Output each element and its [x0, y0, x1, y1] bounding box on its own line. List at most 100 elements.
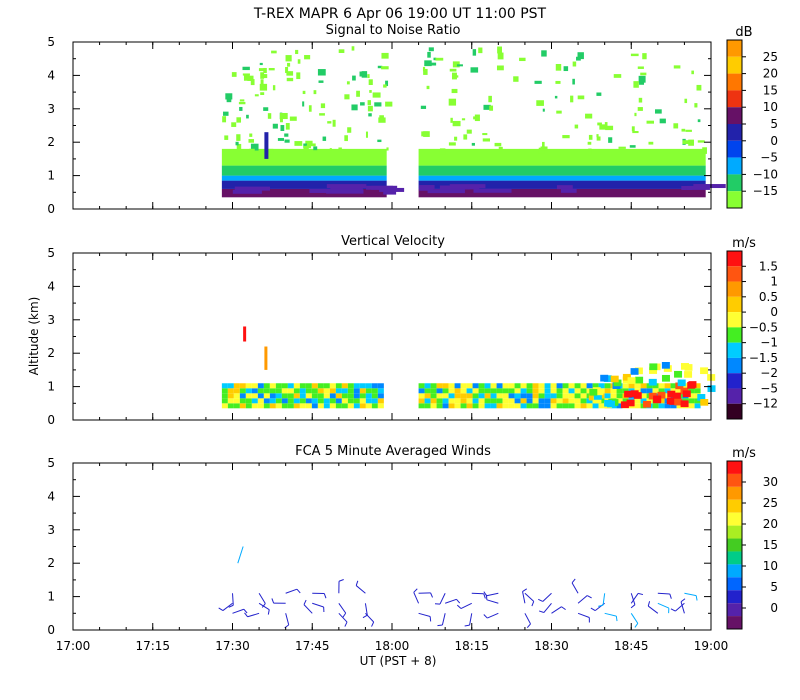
- wind-barb: [684, 592, 697, 597]
- velocity-cell: [430, 398, 437, 404]
- wind-barb-flag: [647, 601, 651, 607]
- velocity-cell: [335, 403, 342, 409]
- velocity-cell: [496, 383, 503, 389]
- snr-speckle: [368, 113, 372, 117]
- velocity-cell: [628, 383, 635, 389]
- snr-speckle: [420, 105, 427, 109]
- snr-layer: [418, 188, 706, 198]
- velocity-cell: [323, 383, 330, 389]
- velocity-cell: [646, 388, 653, 394]
- velocity-cell: [538, 403, 545, 409]
- velocity-cell: [436, 403, 443, 409]
- velocity-cell: [341, 403, 348, 409]
- snr-speckle: [279, 112, 288, 120]
- velocity-cell: [490, 388, 497, 394]
- velocity-cell: [353, 388, 360, 394]
- snr-speckle: [572, 61, 577, 67]
- wind-barb-flag: [271, 598, 275, 604]
- colorbar-segment: [727, 312, 742, 328]
- snr-speckle: [588, 148, 592, 156]
- snr-blob: [379, 187, 405, 192]
- velocity-cell: [233, 383, 240, 389]
- snr-layer: [418, 175, 706, 181]
- velocity-cell: [299, 393, 306, 399]
- colorbar-label: 10: [763, 559, 778, 573]
- wind-barb-flag: [355, 580, 359, 586]
- snr-blob: [234, 186, 271, 191]
- plot-area: [218, 546, 698, 629]
- snr-speckle: [367, 105, 373, 112]
- snr-layer: [221, 180, 387, 189]
- velocity-cell: [287, 393, 294, 399]
- velocity-cell: [653, 395, 662, 403]
- velocity-cell: [233, 393, 240, 399]
- snr-speckle: [235, 141, 239, 146]
- colorbar-segment: [727, 251, 742, 267]
- wind-barb: [364, 603, 368, 616]
- wind-barb-flag: [303, 599, 307, 605]
- velocity-cell: [227, 398, 234, 404]
- snr-speckle: [461, 118, 466, 121]
- plot-area: [221, 326, 716, 409]
- velocity-cell: [676, 388, 683, 394]
- wind-barb: [418, 612, 431, 617]
- snr-speckle: [285, 123, 290, 130]
- velocity-cell: [239, 388, 246, 394]
- velocity-cell: [436, 393, 443, 399]
- wind-barb-flag: [538, 598, 543, 602]
- velocity-cell: [648, 392, 657, 400]
- wind-barb-flag: [344, 621, 348, 627]
- wind-barb: [338, 602, 347, 614]
- velocity-cell: [502, 398, 509, 404]
- velocity-cell: [341, 383, 348, 389]
- wind-barb: [630, 593, 639, 604]
- velocity-cell: [377, 383, 384, 389]
- y-tick-label: 5: [47, 35, 55, 49]
- snr-speckle: [697, 140, 705, 143]
- snr-speckle: [268, 67, 275, 71]
- velocity-cell: [672, 392, 681, 400]
- wind-barb: [365, 612, 375, 623]
- snr-speckle: [385, 80, 389, 87]
- snr-blob: [473, 188, 512, 193]
- velocity-cell: [643, 400, 652, 408]
- velocity-cell: [580, 383, 587, 389]
- velocity-cell: [580, 398, 587, 404]
- velocity-cell: [544, 393, 551, 399]
- snr-blob: [467, 185, 480, 190]
- snr-speckle: [295, 49, 299, 55]
- wind-barb-flag: [338, 579, 344, 582]
- y-tick-label: 1: [47, 590, 55, 604]
- velocity-cell: [269, 398, 276, 404]
- velocity-cell: [418, 388, 425, 394]
- snr-speckle: [381, 66, 389, 70]
- velocity-cell: [239, 393, 246, 399]
- velocity-cell: [305, 383, 312, 389]
- velocity-cell: [353, 383, 360, 389]
- velocity-cell: [694, 383, 701, 389]
- wind-barb: [439, 593, 446, 605]
- velocity-cell: [616, 398, 623, 404]
- y-tick-label: 4: [47, 279, 55, 293]
- velocity-cell: [430, 388, 437, 394]
- wind-barb: [232, 593, 234, 606]
- velocity-cell: [658, 403, 665, 409]
- velocity-cell: [707, 385, 716, 392]
- colorbar-segment: [727, 107, 742, 124]
- colorbar-segment: [727, 551, 742, 565]
- velocity-cell: [544, 403, 551, 409]
- snr-speckle: [367, 74, 370, 78]
- snr-speckle: [604, 122, 608, 128]
- velocity-cell: [245, 383, 252, 389]
- velocity-cell: [311, 388, 318, 394]
- snr-speckle: [344, 94, 350, 100]
- velocity-cell: [335, 383, 342, 389]
- wind-barb-flag: [483, 591, 488, 597]
- velocity-cell: [221, 398, 228, 404]
- snr-speckle: [454, 136, 458, 141]
- snr-speckle: [303, 143, 307, 148]
- velocity-cell: [514, 388, 521, 394]
- velocity-cell: [293, 393, 300, 399]
- velocity-cell: [580, 403, 587, 409]
- snr-speckle: [423, 68, 428, 75]
